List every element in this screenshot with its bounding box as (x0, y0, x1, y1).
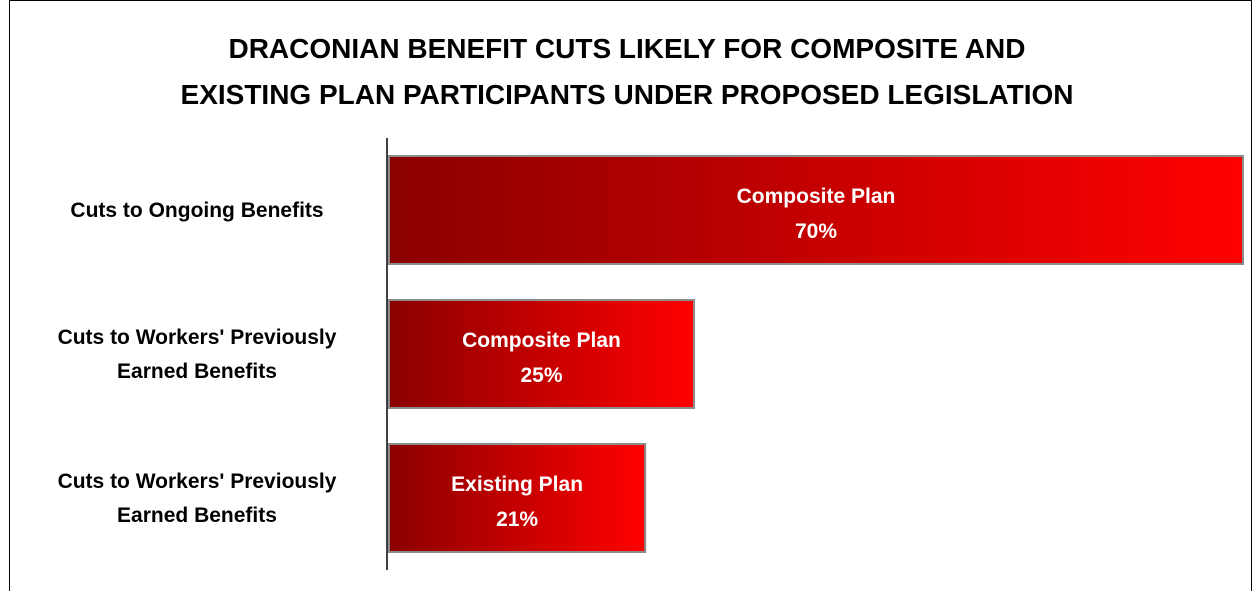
chart-frame (9, 0, 1252, 591)
bar-1-plan-label: Composite Plan (737, 185, 896, 208)
bar-3 (388, 443, 647, 553)
category-label-1-line-1: Cuts to Ongoing Benefits (70, 199, 323, 222)
bar-2 (388, 299, 695, 409)
chart-title-line-1: DRACONIAN BENEFIT CUTS LIKELY FOR COMPOS… (228, 33, 1026, 64)
chart-title-line-2: EXISTING PLAN PARTICIPANTS UNDER PROPOSE… (180, 79, 1074, 110)
category-label-3-line-1: Cuts to Workers' Previously (58, 470, 337, 493)
bar-2-value-label: 25% (520, 364, 562, 387)
bar-1 (388, 155, 1244, 265)
bar-3-value-label: 21% (496, 508, 538, 531)
bar-3-plan-label: Existing Plan (451, 473, 583, 496)
category-label-2-line-1: Cuts to Workers' Previously (58, 326, 337, 349)
bar-2-plan-label: Composite Plan (462, 329, 621, 352)
bars-layer: Composite Plan 70% Cuts to Ongoing Benefit… (58, 155, 1244, 553)
bar-1-value-label: 70% (795, 220, 837, 243)
category-label-3-line-2: Earned Benefits (117, 504, 277, 527)
chart-title: DRACONIAN BENEFIT CUTS LIKELY FOR COMPOS… (0, 26, 1254, 118)
category-label-2-line-2: Earned Benefits (117, 360, 277, 383)
